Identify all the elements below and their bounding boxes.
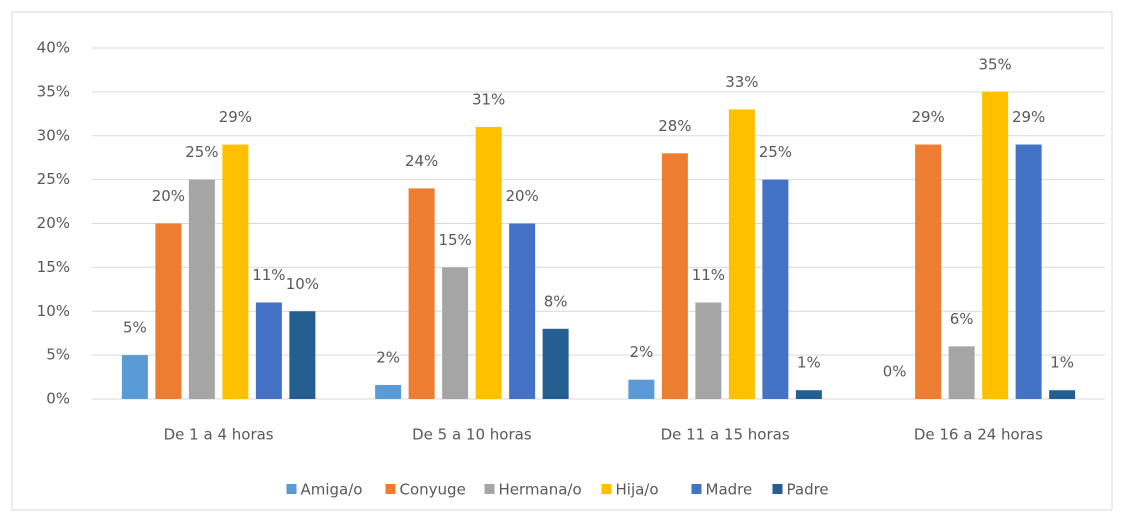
- bar: [982, 91, 1009, 399]
- value-label: 29%: [1012, 108, 1045, 126]
- y-tick-label: 30%: [37, 126, 70, 144]
- value-label: 25%: [759, 143, 792, 161]
- bar: [408, 188, 435, 399]
- value-label: 1%: [797, 354, 821, 372]
- x-tick-label: De 5 a 10 horas: [412, 426, 532, 444]
- x-tick-label: De 1 a 4 horas: [164, 426, 274, 444]
- y-tick-label: 40%: [37, 39, 70, 57]
- bar: [762, 179, 789, 399]
- value-label: 11%: [692, 266, 725, 284]
- value-label: 31%: [472, 90, 505, 108]
- legend-label: Hermana/o: [499, 481, 582, 499]
- bar: [475, 126, 502, 399]
- legend-label: Madre: [706, 481, 753, 499]
- value-label: 5%: [123, 319, 147, 337]
- x-tick-label: De 16 a 24 horas: [914, 426, 1043, 444]
- value-label: 35%: [978, 55, 1011, 73]
- value-label: 0%: [883, 363, 907, 381]
- bar: [442, 267, 469, 399]
- bar: [661, 153, 688, 399]
- value-label: 33%: [725, 73, 758, 91]
- y-tick-label: 15%: [37, 258, 70, 276]
- value-label: 20%: [505, 187, 538, 205]
- legend-label: Padre: [787, 481, 829, 499]
- legend-swatch: [286, 484, 297, 494]
- legend-label: Hija/o: [616, 481, 659, 499]
- y-tick-label: 25%: [37, 170, 70, 188]
- bar: [795, 390, 822, 399]
- y-tick-label: 0%: [46, 390, 70, 408]
- bar: [695, 302, 722, 399]
- value-label: 10%: [286, 275, 319, 293]
- bar: [155, 223, 182, 399]
- bar: [948, 346, 975, 399]
- value-label: 6%: [950, 310, 974, 328]
- value-label: 28%: [658, 117, 691, 135]
- bar: [289, 311, 316, 399]
- value-label: 2%: [629, 343, 653, 361]
- legend-swatch: [601, 484, 612, 494]
- value-label: 29%: [219, 108, 252, 126]
- x-tick-label: De 11 a 15 horas: [661, 426, 790, 444]
- bar: [628, 379, 655, 399]
- bar: [121, 355, 148, 399]
- bar: [509, 223, 536, 399]
- value-label: 2%: [376, 348, 400, 366]
- y-tick-label: 20%: [37, 214, 70, 232]
- bar: [1015, 144, 1042, 399]
- bar: [1049, 390, 1076, 399]
- legend-swatch: [484, 484, 495, 494]
- legend-label: Conyuge: [400, 481, 466, 499]
- legend-swatch: [691, 484, 702, 494]
- bar: [255, 302, 282, 399]
- y-tick-label: 10%: [37, 302, 70, 320]
- value-label: 11%: [252, 266, 285, 284]
- value-label: 1%: [1050, 354, 1074, 372]
- legend-swatch: [385, 484, 396, 494]
- legend-label: Amiga/o: [301, 481, 363, 499]
- bar: [728, 109, 755, 400]
- value-label: 25%: [185, 143, 218, 161]
- bar: [222, 144, 249, 399]
- bar: [915, 144, 942, 399]
- value-label: 15%: [438, 231, 471, 249]
- value-label: 24%: [405, 152, 438, 170]
- value-label: 29%: [911, 108, 944, 126]
- bar: [188, 179, 215, 399]
- y-tick-label: 5%: [46, 346, 70, 364]
- legend-swatch: [772, 484, 783, 494]
- bar: [375, 384, 402, 399]
- value-label: 20%: [152, 187, 185, 205]
- bar: [542, 328, 569, 399]
- y-tick-label: 35%: [37, 82, 70, 100]
- value-label: 8%: [544, 292, 568, 310]
